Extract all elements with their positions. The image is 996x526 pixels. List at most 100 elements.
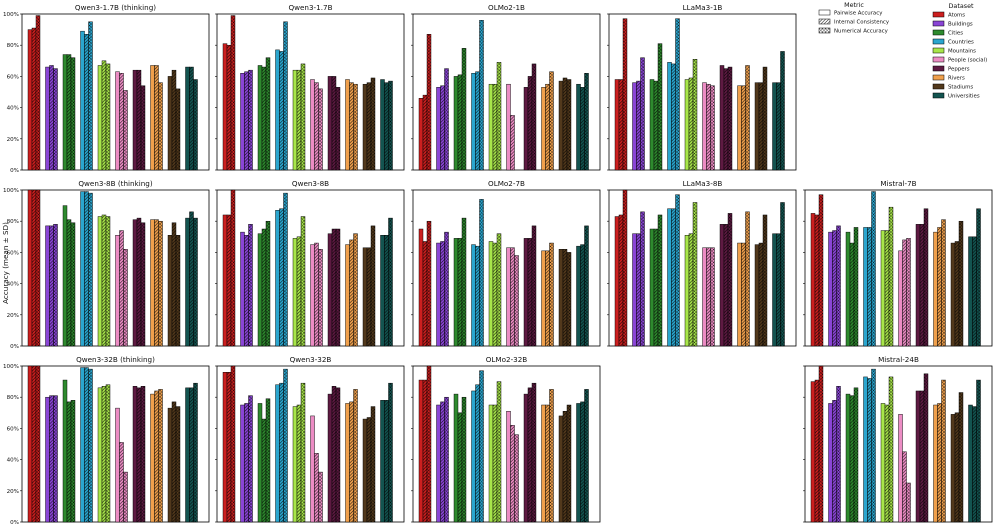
bar-fill <box>436 404 441 523</box>
legend-dataset-swatch <box>932 92 945 99</box>
legend-metric-swatch-1 <box>818 18 831 25</box>
bar-hatch <box>941 219 946 346</box>
bar-hatch <box>123 90 128 170</box>
bar <box>776 233 781 347</box>
bar <box>580 244 585 347</box>
bar-hatch <box>227 45 231 171</box>
bar <box>310 415 315 523</box>
bar-hatch <box>549 243 554 346</box>
bar-hatch <box>776 233 781 346</box>
legend-dataset-title: Dataset <box>948 2 974 10</box>
bar <box>66 54 72 171</box>
bar <box>506 247 511 347</box>
bar-hatch <box>972 406 977 522</box>
bar <box>919 224 925 347</box>
bar-hatch <box>689 233 693 346</box>
bar <box>388 80 393 171</box>
bar-fill <box>257 233 263 347</box>
y-tick-label: 20% <box>7 137 19 143</box>
bar-hatch <box>106 384 110 522</box>
bar-hatch <box>776 82 781 170</box>
bar-hatch <box>371 77 375 170</box>
bar <box>906 482 911 523</box>
bar <box>880 403 886 523</box>
bar <box>349 239 354 347</box>
bar <box>675 194 680 347</box>
bar <box>780 51 785 171</box>
bar-fill <box>62 205 68 347</box>
y-tick-label: 60% <box>7 426 19 432</box>
bar-hatch <box>102 214 106 346</box>
bar <box>244 403 249 523</box>
bar-hatch <box>514 434 519 522</box>
bar <box>915 224 921 347</box>
bar-hatch <box>336 387 340 522</box>
bar <box>814 379 820 523</box>
bar <box>492 83 498 171</box>
bar-hatch <box>955 412 959 522</box>
legend-metric-label-2: Numerical Accuracy <box>834 29 889 35</box>
bar-hatch <box>906 483 911 522</box>
bar <box>436 242 441 347</box>
bar <box>933 231 938 347</box>
bar <box>230 189 236 347</box>
bar-hatch <box>462 218 466 346</box>
bar <box>898 250 903 347</box>
bar-hatch <box>119 73 124 170</box>
bar-hatch <box>244 403 249 522</box>
bar-hatch <box>193 218 198 346</box>
y-tick-label: 40% <box>7 458 19 464</box>
bar <box>331 76 337 171</box>
bar-hatch <box>640 211 645 346</box>
bar-hatch <box>549 389 554 522</box>
bar <box>88 21 93 171</box>
bar <box>814 214 820 347</box>
bar-hatch <box>371 225 375 346</box>
bar <box>818 365 824 523</box>
bar-hatch <box>262 229 266 346</box>
bar-hatch <box>654 81 658 170</box>
bar-hatch <box>427 34 431 170</box>
bar-fill <box>362 418 368 523</box>
panel: Qwen3-8B (thinking) 0% 20% 40% 60% 80% 100% <box>3 179 210 350</box>
bar-hatch <box>724 224 728 346</box>
bar <box>479 199 484 347</box>
bar <box>457 238 463 347</box>
bar-hatch <box>332 386 336 522</box>
bar-hatch <box>314 82 319 170</box>
bar-hatch <box>563 77 567 170</box>
bar-hatch <box>32 28 36 171</box>
bar <box>972 406 977 523</box>
bar-fill <box>45 225 50 347</box>
bar <box>349 82 354 171</box>
bar <box>828 403 833 523</box>
legend-metric: Metric Pairwise Accuracy Internal Consis… <box>818 1 890 35</box>
bar <box>754 244 760 347</box>
bar-hatch <box>497 233 501 346</box>
bar-fill <box>933 231 938 347</box>
bar <box>422 379 428 523</box>
bar <box>727 66 733 171</box>
bar-hatch <box>301 216 305 346</box>
bar <box>853 387 859 523</box>
bar-hatch <box>941 380 946 522</box>
legend-metric-swatch-2 <box>818 27 831 34</box>
bar-hatch <box>832 400 837 522</box>
bar-hatch <box>854 227 858 346</box>
bar-hatch <box>248 70 253 170</box>
bar <box>510 247 515 347</box>
bar <box>27 365 33 523</box>
bar <box>222 214 228 347</box>
bar-hatch <box>158 82 163 170</box>
bar-hatch <box>137 218 141 346</box>
bar-hatch <box>53 395 58 522</box>
bar-hatch <box>924 373 928 522</box>
bar-hatch <box>137 387 141 522</box>
bar-hatch <box>815 380 819 522</box>
bar-hatch <box>106 63 110 170</box>
bar <box>723 68 729 171</box>
bar-hatch <box>336 87 340 170</box>
bar-fill <box>310 415 315 523</box>
bar <box>576 83 581 171</box>
bar-fill <box>702 247 707 347</box>
